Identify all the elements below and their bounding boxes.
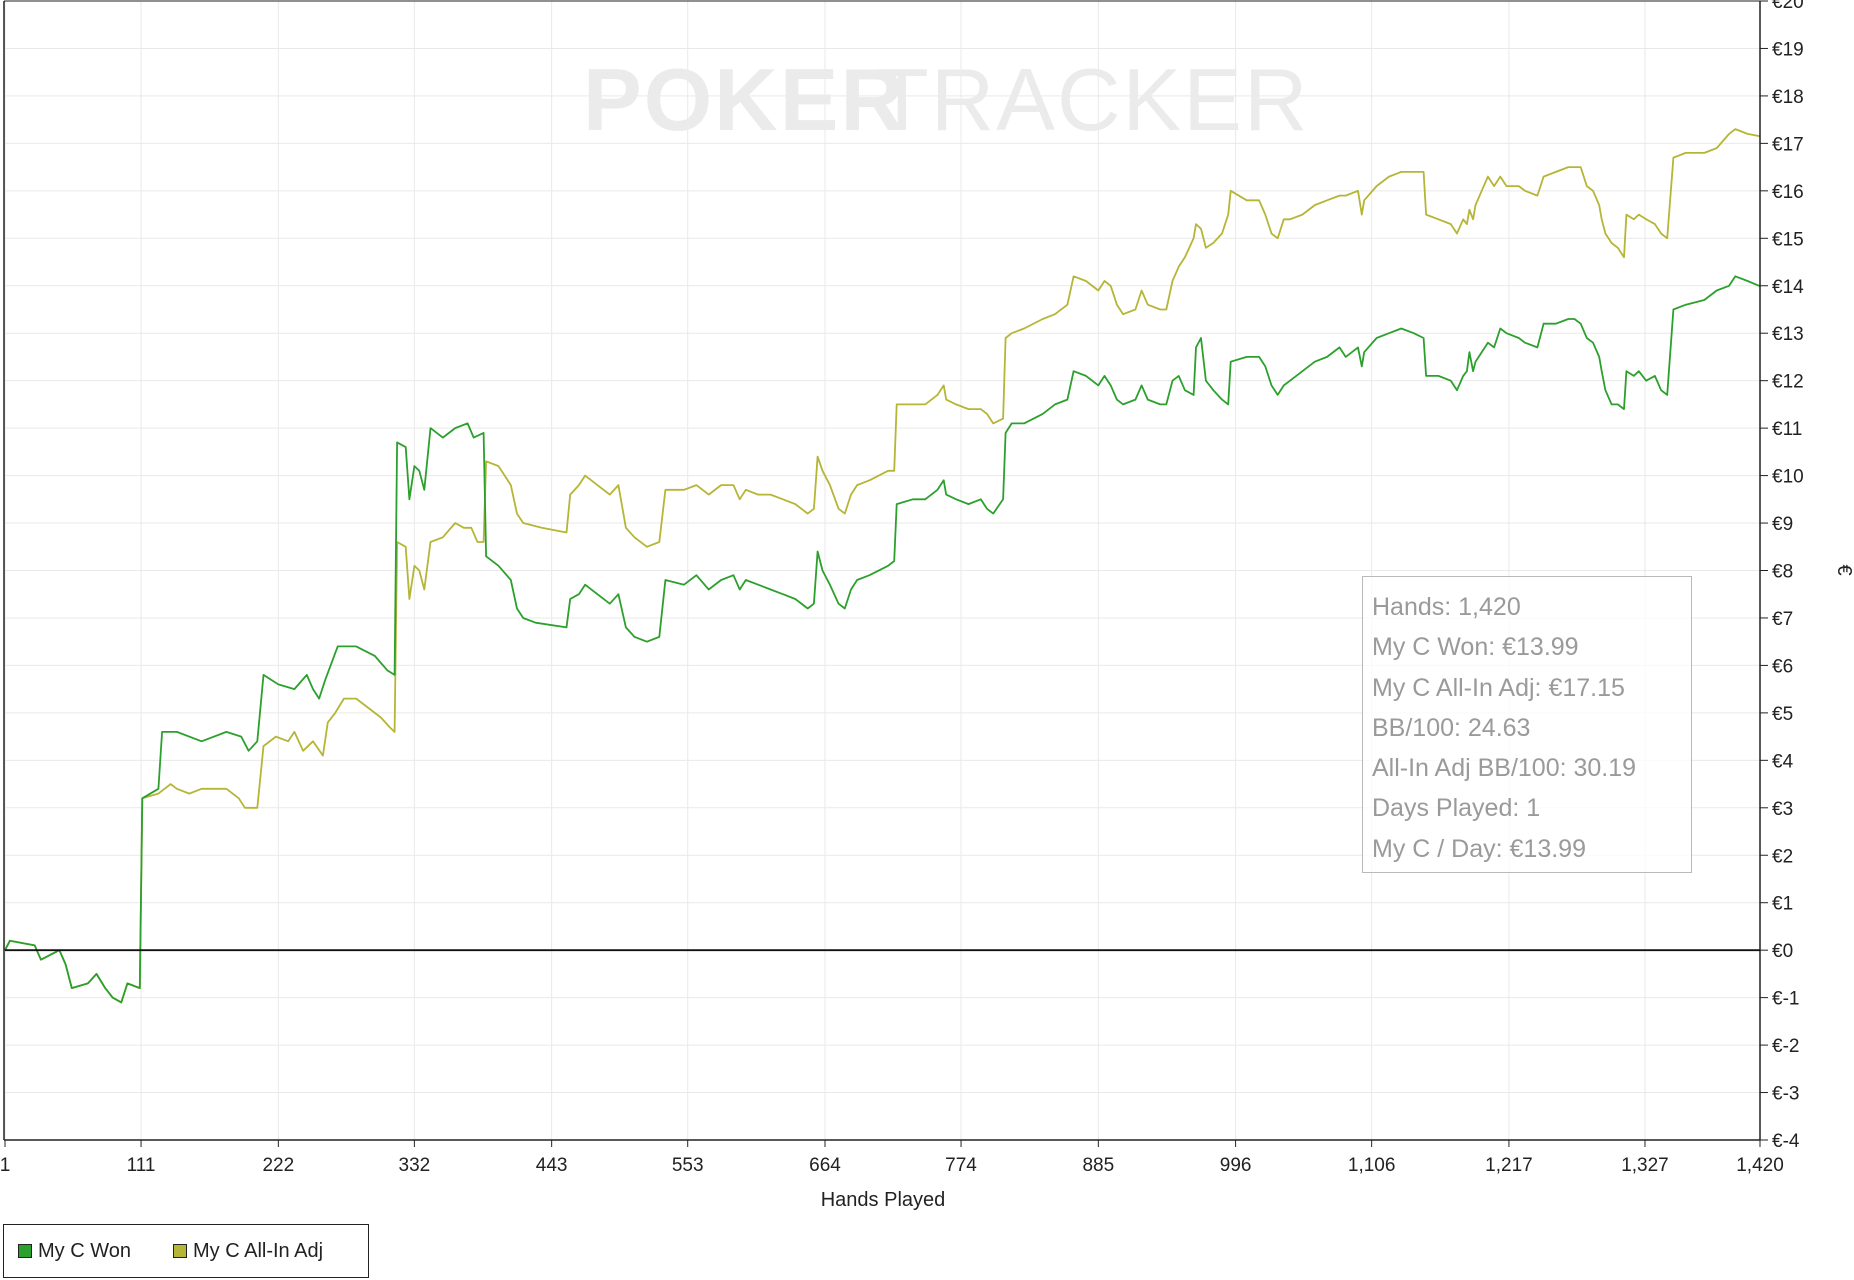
y-tick-label: €-4	[1772, 1131, 1800, 1152]
y-tick-label: €12	[1772, 372, 1804, 393]
y-tick-label: €5	[1772, 704, 1793, 725]
x-tick-label: 553	[672, 1155, 704, 1176]
x-tick-label: 664	[809, 1155, 841, 1176]
y-tick-label: €10	[1772, 467, 1804, 488]
x-tick-label: 1,217	[1485, 1155, 1533, 1176]
y-tick-label: €16	[1772, 182, 1804, 203]
legend-label-won: My C Won	[38, 1239, 131, 1262]
y-tick-label: €9	[1772, 514, 1793, 535]
y-tick-label: €-1	[1772, 989, 1799, 1010]
x-tick-label: 885	[1082, 1155, 1114, 1176]
x-tick-label: 1,106	[1348, 1155, 1396, 1176]
x-axis-title: Hands Played	[821, 1189, 946, 1211]
stat-per-day: My C / Day: €13.99	[1372, 834, 1586, 863]
x-tick-labels: 1 111 222 332 443 553 664 774 885 996 1,106 1,217 1,…	[0, 1155, 1784, 1176]
legend-swatch-won	[18, 1244, 32, 1258]
y-tick-label: €18	[1772, 87, 1804, 108]
y-tick-label: €-2	[1772, 1036, 1799, 1057]
y-tick-label: €4	[1772, 751, 1794, 772]
stat-days-played: Days Played: 1	[1372, 794, 1541, 823]
y-tick-label: €19	[1772, 39, 1804, 60]
x-tick-label: 222	[262, 1155, 294, 1176]
x-tick-label: 1,420	[1736, 1155, 1784, 1176]
y-tick-label: €13	[1772, 324, 1804, 345]
stat-won: My C Won: €13.99	[1372, 633, 1579, 662]
stat-allin-bb100: All-In Adj BB/100: 30.19	[1372, 754, 1637, 783]
x-tick-label: 774	[945, 1155, 977, 1176]
x-tick-label: 111	[127, 1155, 156, 1176]
y-tick-label: €15	[1772, 229, 1804, 250]
x-tick-label: 1	[0, 1155, 10, 1176]
stat-allin-adj: My C All-In Adj: €17.15	[1372, 673, 1625, 702]
grid-lines	[4, 0, 1761, 1141]
y-tick-label: €11	[1772, 419, 1802, 440]
x-tick-label: 996	[1220, 1155, 1252, 1176]
y-axis-title: €	[1833, 564, 1854, 575]
stats-tooltip: Hands: 1,420 My C Won: €13.99 My C All-I…	[1362, 576, 1692, 873]
y-tick-label: €20	[1772, 0, 1804, 13]
y-tick-label: €2	[1772, 846, 1793, 867]
y-tick-label: €-3	[1772, 1084, 1799, 1105]
y-tick-label: €17	[1772, 134, 1804, 155]
legend-item-won[interactable]: My C Won	[18, 1240, 131, 1263]
y-tick-label: €7	[1772, 609, 1793, 630]
y-tick-label: €8	[1772, 562, 1793, 583]
x-tick-label: 1,327	[1621, 1155, 1669, 1176]
y-tick-label: €0	[1772, 941, 1793, 962]
stat-hands: Hands: 1,420	[1372, 593, 1521, 621]
legend-swatch-allin-adj	[172, 1244, 187, 1258]
chart-legend: My C Won My C All-In Adj	[3, 1224, 369, 1278]
y-tick-label: €3	[1772, 799, 1793, 820]
x-tick-label: 332	[399, 1155, 431, 1176]
legend-item-allin-adj[interactable]: My C All-In Adj	[172, 1239, 324, 1263]
x-tick-label: 443	[536, 1155, 568, 1176]
series-lines	[4, 128, 1761, 1004]
y-tick-labels: €-4 €-3 €-2 €-1 €0 €1 €2 €3 €4 €5 €6 €7 €8 €9 €10 €11 €1…	[1772, 0, 1804, 1152]
axes	[3, 0, 1768, 1147]
watermark-tracker: TRACKER	[875, 50, 1310, 149]
y-tick-label: €1	[1772, 894, 1793, 915]
series-line-allin-adj	[4, 128, 1761, 1004]
legend-label-allin-adj: My C All-In Adj	[192, 1239, 324, 1262]
stat-bb100: BB/100: 24.63	[1372, 713, 1531, 742]
y-tick-label: €14	[1772, 277, 1804, 298]
watermark-poker: POKER	[583, 50, 906, 149]
y-tick-label: €6	[1772, 656, 1793, 677]
series-line-won	[4, 275, 1761, 1004]
